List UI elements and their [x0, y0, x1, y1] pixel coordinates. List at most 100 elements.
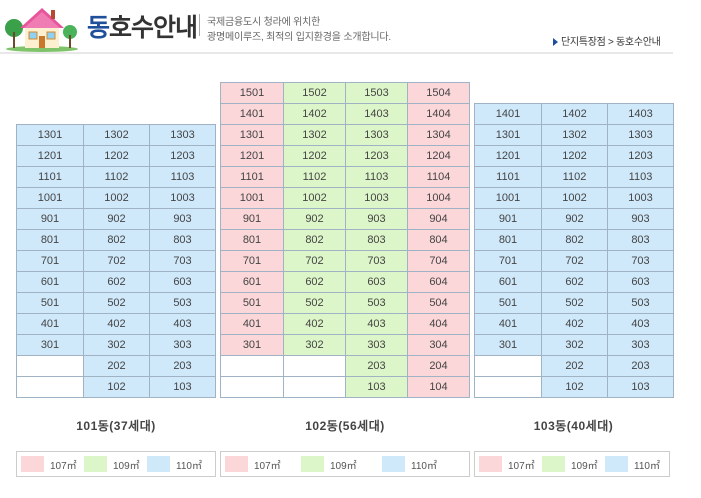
unit-cell[interactable]: 1302: [541, 124, 608, 146]
unit-cell[interactable]: 902: [283, 208, 346, 230]
unit-cell[interactable]: 601: [474, 271, 542, 293]
unit-cell[interactable]: 1101: [474, 166, 542, 188]
unit-cell[interactable]: 1002: [283, 187, 346, 209]
unit-cell[interactable]: 203: [607, 355, 674, 377]
unit-cell[interactable]: 1203: [345, 145, 408, 167]
unit-cell[interactable]: 1403: [607, 103, 674, 125]
unit-cell[interactable]: 1102: [283, 166, 346, 188]
unit-cell[interactable]: 1204: [407, 145, 470, 167]
unit-cell[interactable]: 902: [541, 208, 608, 230]
unit-cell[interactable]: 1302: [283, 124, 346, 146]
unit-cell[interactable]: 1004: [407, 187, 470, 209]
unit-cell[interactable]: 1103: [149, 166, 216, 188]
unit-cell[interactable]: 901: [220, 208, 284, 230]
unit-cell[interactable]: 901: [16, 208, 84, 230]
unit-cell[interactable]: 803: [607, 229, 674, 251]
unit-cell[interactable]: 1203: [149, 145, 216, 167]
unit-cell[interactable]: 1401: [220, 103, 284, 125]
unit-cell[interactable]: 903: [345, 208, 408, 230]
unit-cell[interactable]: 102: [83, 376, 150, 398]
unit-cell[interactable]: 1303: [345, 124, 408, 146]
unit-cell[interactable]: 604: [407, 271, 470, 293]
unit-cell[interactable]: 703: [149, 250, 216, 272]
unit-cell[interactable]: 302: [283, 334, 346, 356]
unit-cell[interactable]: 602: [83, 271, 150, 293]
unit-cell[interactable]: 1102: [541, 166, 608, 188]
unit-cell[interactable]: 1101: [16, 166, 84, 188]
unit-cell[interactable]: 301: [220, 334, 284, 356]
unit-cell[interactable]: 301: [474, 334, 542, 356]
unit-cell[interactable]: 701: [220, 250, 284, 272]
unit-cell[interactable]: 603: [149, 271, 216, 293]
unit-cell[interactable]: 1201: [474, 145, 542, 167]
unit-cell[interactable]: 403: [149, 313, 216, 335]
unit-cell[interactable]: 1303: [149, 124, 216, 146]
unit-cell[interactable]: 1201: [16, 145, 84, 167]
unit-cell[interactable]: 403: [345, 313, 408, 335]
unit-cell[interactable]: 701: [16, 250, 84, 272]
unit-cell[interactable]: 1202: [83, 145, 150, 167]
unit-cell[interactable]: 1503: [345, 82, 408, 104]
unit-cell[interactable]: 103: [149, 376, 216, 398]
unit-cell[interactable]: 701: [474, 250, 542, 272]
unit-cell[interactable]: 1103: [607, 166, 674, 188]
unit-cell[interactable]: 1404: [407, 103, 470, 125]
unit-cell[interactable]: 1502: [283, 82, 346, 104]
unit-cell[interactable]: 203: [149, 355, 216, 377]
unit-cell[interactable]: 703: [607, 250, 674, 272]
unit-cell[interactable]: 1003: [607, 187, 674, 209]
unit-cell[interactable]: 1101: [220, 166, 284, 188]
unit-cell[interactable]: 1403: [345, 103, 408, 125]
unit-cell[interactable]: 603: [345, 271, 408, 293]
unit-cell[interactable]: 404: [407, 313, 470, 335]
unit-cell[interactable]: 502: [83, 292, 150, 314]
unit-cell[interactable]: 1001: [16, 187, 84, 209]
unit-cell[interactable]: 401: [16, 313, 84, 335]
unit-cell[interactable]: 104: [407, 376, 470, 398]
unit-cell[interactable]: 204: [407, 355, 470, 377]
unit-cell[interactable]: 304: [407, 334, 470, 356]
unit-cell[interactable]: 1302: [83, 124, 150, 146]
unit-cell[interactable]: 504: [407, 292, 470, 314]
unit-cell[interactable]: 103: [345, 376, 408, 398]
unit-cell[interactable]: 202: [83, 355, 150, 377]
unit-cell[interactable]: 1504: [407, 82, 470, 104]
unit-cell[interactable]: 303: [149, 334, 216, 356]
unit-cell[interactable]: 503: [607, 292, 674, 314]
unit-cell[interactable]: 602: [541, 271, 608, 293]
unit-cell[interactable]: 401: [220, 313, 284, 335]
unit-cell[interactable]: 1202: [541, 145, 608, 167]
unit-cell[interactable]: 903: [607, 208, 674, 230]
unit-cell[interactable]: 704: [407, 250, 470, 272]
unit-cell[interactable]: 1401: [474, 103, 542, 125]
unit-cell[interactable]: 301: [16, 334, 84, 356]
unit-cell[interactable]: 1301: [474, 124, 542, 146]
unit-cell[interactable]: 802: [541, 229, 608, 251]
unit-cell[interactable]: 502: [283, 292, 346, 314]
unit-cell[interactable]: 202: [541, 355, 608, 377]
unit-cell[interactable]: 1402: [283, 103, 346, 125]
unit-cell[interactable]: 1002: [541, 187, 608, 209]
unit-cell[interactable]: 603: [607, 271, 674, 293]
unit-cell[interactable]: 1303: [607, 124, 674, 146]
unit-cell[interactable]: 1102: [83, 166, 150, 188]
unit-cell[interactable]: 203: [345, 355, 408, 377]
unit-cell[interactable]: 801: [16, 229, 84, 251]
unit-cell[interactable]: 1003: [149, 187, 216, 209]
unit-cell[interactable]: 302: [83, 334, 150, 356]
unit-cell[interactable]: 801: [474, 229, 542, 251]
unit-cell[interactable]: 1301: [220, 124, 284, 146]
unit-cell[interactable]: 1402: [541, 103, 608, 125]
unit-cell[interactable]: 102: [541, 376, 608, 398]
unit-cell[interactable]: 502: [541, 292, 608, 314]
unit-cell[interactable]: 904: [407, 208, 470, 230]
unit-cell[interactable]: 503: [345, 292, 408, 314]
unit-cell[interactable]: 803: [149, 229, 216, 251]
unit-cell[interactable]: 1002: [83, 187, 150, 209]
unit-cell[interactable]: 702: [541, 250, 608, 272]
unit-cell[interactable]: 501: [474, 292, 542, 314]
unit-cell[interactable]: 1201: [220, 145, 284, 167]
breadcrumb-parent-link[interactable]: 단지특장점: [561, 37, 606, 48]
unit-cell[interactable]: 402: [83, 313, 150, 335]
unit-cell[interactable]: 702: [283, 250, 346, 272]
